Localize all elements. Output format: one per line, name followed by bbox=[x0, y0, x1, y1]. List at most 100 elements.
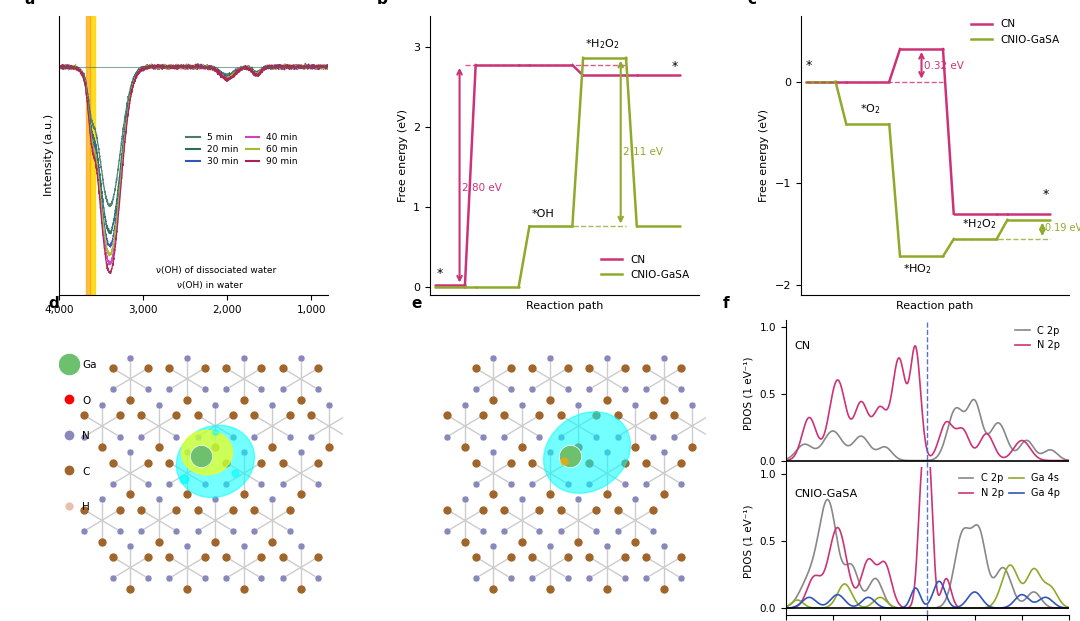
Text: *: * bbox=[1042, 188, 1049, 201]
C 2p bbox=[908, 604, 921, 612]
Y-axis label: Intensity (a.u.): Intensity (a.u.) bbox=[44, 114, 54, 196]
Y-axis label: PDOS (1 eV⁻¹): PDOS (1 eV⁻¹) bbox=[744, 357, 754, 430]
C 2p bbox=[910, 457, 923, 465]
Line: C 2p: C 2p bbox=[785, 499, 1069, 608]
Text: e: e bbox=[411, 296, 421, 311]
Ga 4s bbox=[1024, 568, 1037, 576]
C 2p bbox=[960, 406, 973, 413]
Ga 4s bbox=[796, 599, 809, 607]
N 2p bbox=[1024, 445, 1037, 452]
Y-axis label: Free energy (eV): Free energy (eV) bbox=[397, 109, 407, 202]
C 2p bbox=[951, 404, 964, 412]
Text: *: * bbox=[672, 60, 678, 73]
Text: ν(OH) in water: ν(OH) in water bbox=[177, 281, 243, 290]
Ga 4p bbox=[933, 578, 946, 585]
N 2p bbox=[796, 596, 809, 603]
Ga 4s bbox=[951, 604, 964, 612]
Ga 4p bbox=[796, 597, 809, 604]
Legend: CN, CNIO-GaSA: CN, CNIO-GaSA bbox=[968, 15, 1064, 48]
Text: C: C bbox=[82, 466, 90, 477]
Text: H: H bbox=[82, 502, 90, 512]
Ga 4s bbox=[960, 604, 973, 612]
Y-axis label: Free energy (eV): Free energy (eV) bbox=[759, 109, 769, 202]
Text: CN: CN bbox=[794, 342, 810, 351]
Text: 0.19 eV: 0.19 eV bbox=[1045, 223, 1080, 233]
Ellipse shape bbox=[181, 430, 232, 474]
Y-axis label: PDOS (1 eV⁻¹): PDOS (1 eV⁻¹) bbox=[744, 504, 754, 578]
Line: Ga 4p: Ga 4p bbox=[785, 581, 1069, 608]
Text: 0.32 eV: 0.32 eV bbox=[924, 61, 964, 71]
X-axis label: Wavenumber (cm⁻¹): Wavenumber (cm⁻¹) bbox=[137, 320, 251, 330]
C 2p bbox=[995, 564, 1008, 572]
C 2p bbox=[968, 396, 981, 403]
X-axis label: Reaction path: Reaction path bbox=[896, 301, 973, 310]
C 2p bbox=[995, 422, 1008, 429]
Line: N 2p: N 2p bbox=[785, 346, 1069, 461]
Legend: C 2p, N 2p: C 2p, N 2p bbox=[1011, 322, 1064, 355]
C 2p bbox=[960, 524, 973, 532]
Bar bbox=[86, 16, 91, 295]
Text: N: N bbox=[82, 431, 90, 442]
Line: C 2p: C 2p bbox=[785, 399, 1069, 461]
Text: d: d bbox=[48, 296, 58, 311]
X-axis label: Reaction path: Reaction path bbox=[526, 301, 603, 310]
N 2p bbox=[995, 453, 1008, 460]
N 2p bbox=[944, 585, 957, 592]
Ellipse shape bbox=[543, 412, 631, 493]
Ga 4p bbox=[1063, 604, 1076, 612]
Text: O: O bbox=[82, 396, 91, 406]
Text: Ga: Ga bbox=[82, 360, 96, 371]
Ga 4s bbox=[1003, 561, 1016, 569]
Line: N 2p: N 2p bbox=[785, 442, 1069, 608]
Legend: C 2p, N 2p, Ga 4s, Ga 4p: C 2p, N 2p, Ga 4s, Ga 4p bbox=[955, 469, 1064, 502]
C 2p bbox=[779, 456, 792, 463]
Legend: CN, CNIO-GaSA: CN, CNIO-GaSA bbox=[596, 251, 693, 284]
Line: Ga 4s: Ga 4s bbox=[785, 565, 1069, 608]
N 2p bbox=[951, 603, 964, 610]
N 2p bbox=[796, 428, 809, 435]
Text: c: c bbox=[747, 0, 756, 7]
Ellipse shape bbox=[176, 425, 255, 497]
C 2p bbox=[1063, 456, 1076, 464]
C 2p bbox=[1063, 604, 1076, 612]
Text: 2.11 eV: 2.11 eV bbox=[623, 147, 663, 157]
N 2p bbox=[1024, 604, 1037, 612]
C 2p bbox=[944, 415, 957, 422]
Ga 4p bbox=[995, 604, 1008, 612]
N 2p bbox=[960, 604, 973, 612]
C 2p bbox=[1024, 439, 1037, 446]
Text: *H$_2$O$_2$: *H$_2$O$_2$ bbox=[962, 217, 996, 230]
Bar bbox=[91, 16, 95, 295]
C 2p bbox=[951, 540, 964, 547]
Text: *H$_2$O$_2$: *H$_2$O$_2$ bbox=[584, 37, 619, 52]
C 2p bbox=[779, 603, 792, 610]
N 2p bbox=[944, 420, 957, 428]
C 2p bbox=[821, 496, 834, 503]
Ga 4s bbox=[1063, 604, 1076, 611]
Text: *: * bbox=[436, 268, 443, 281]
N 2p bbox=[908, 342, 921, 350]
Text: CNIO-GaSA: CNIO-GaSA bbox=[794, 489, 858, 499]
C 2p bbox=[796, 581, 809, 588]
Text: a: a bbox=[25, 0, 35, 7]
N 2p bbox=[951, 425, 964, 432]
Text: f: f bbox=[724, 296, 730, 311]
Text: *HO$_2$: *HO$_2$ bbox=[903, 263, 932, 276]
Text: ν(OH) of dissociated water: ν(OH) of dissociated water bbox=[156, 266, 276, 274]
C 2p bbox=[945, 578, 958, 586]
Text: *O$_2$: *O$_2$ bbox=[860, 102, 880, 116]
Ga 4p bbox=[779, 604, 792, 612]
Text: b: b bbox=[376, 0, 388, 7]
Text: *: * bbox=[806, 60, 812, 73]
Ga 4s bbox=[944, 604, 957, 612]
Ga 4p bbox=[889, 604, 902, 612]
Ga 4p bbox=[960, 596, 973, 603]
N 2p bbox=[1063, 604, 1076, 612]
N 2p bbox=[1063, 457, 1076, 465]
Ga 4s bbox=[931, 604, 944, 612]
C 2p bbox=[1024, 590, 1037, 597]
Ga 4s bbox=[779, 603, 792, 610]
N 2p bbox=[960, 430, 973, 438]
Legend: 5 min, 20 min, 30 min, 40 min, 60 min, 90 min: 5 min, 20 min, 30 min, 40 min, 60 min, 9… bbox=[183, 130, 301, 170]
Text: 2.80 eV: 2.80 eV bbox=[462, 183, 502, 193]
